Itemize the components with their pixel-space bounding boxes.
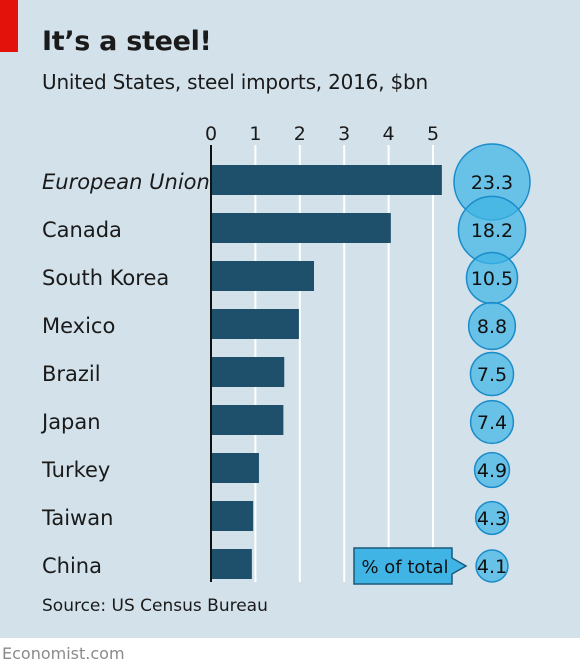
category-label: South Korea — [42, 266, 169, 290]
x-tick-label: 0 — [205, 123, 217, 145]
chart-subtitle: United States, steel imports, 2016, $bn — [42, 70, 429, 94]
share-value-label: 23.3 — [471, 172, 513, 194]
share-value-label: 4.1 — [477, 556, 507, 578]
source-note: Source: US Census Bureau — [42, 596, 268, 616]
share-value-label: 18.2 — [471, 220, 513, 242]
share-callout-box — [353, 547, 468, 585]
category-label: Japan — [40, 410, 101, 434]
brand-tag — [0, 0, 18, 52]
share-callout-label: % of total — [361, 557, 448, 578]
chart-title: It’s a steel! — [42, 26, 212, 57]
share-bubble — [469, 351, 515, 397]
share-value-label: 4.9 — [477, 460, 507, 482]
publisher-brand: Economist.com — [2, 644, 125, 663]
category-label: Turkey — [41, 458, 110, 482]
share-bubble — [469, 399, 515, 445]
x-tick-label: 2 — [294, 123, 306, 145]
share-bubble — [467, 301, 517, 351]
bar — [211, 501, 254, 531]
share-value-label: 10.5 — [471, 268, 513, 290]
bar — [211, 549, 252, 579]
share-value-label: 4.3 — [477, 508, 507, 530]
category-label: Mexico — [42, 314, 115, 338]
x-tick-label: 4 — [383, 123, 395, 145]
category-label: Brazil — [42, 362, 101, 386]
bar — [211, 165, 442, 195]
x-tick-label: 5 — [427, 123, 439, 145]
x-tick-label: 3 — [338, 123, 350, 145]
bar — [211, 453, 259, 483]
share-value-label: 7.5 — [477, 364, 507, 386]
bar-chart: 0 1 2 3 4 5 European Union Canada South Korea Mex… — [40, 123, 531, 585]
share-bubble — [473, 451, 511, 489]
category-label: European Union — [42, 170, 210, 194]
bar — [211, 261, 315, 291]
x-tick-label: 1 — [249, 123, 261, 145]
bar — [211, 357, 285, 387]
share-value-label: 7.4 — [477, 412, 507, 434]
category-label: Canada — [42, 218, 122, 242]
share-value-label: 8.8 — [477, 316, 507, 338]
bar — [211, 405, 284, 435]
share-bubble — [475, 549, 509, 583]
share-bubble — [474, 500, 510, 536]
bar — [211, 309, 299, 339]
category-label: Taiwan — [41, 506, 113, 530]
chart-panel: It’s a steel! United States, steel impor… — [0, 0, 580, 638]
bar — [211, 213, 391, 243]
category-label: China — [42, 554, 102, 578]
